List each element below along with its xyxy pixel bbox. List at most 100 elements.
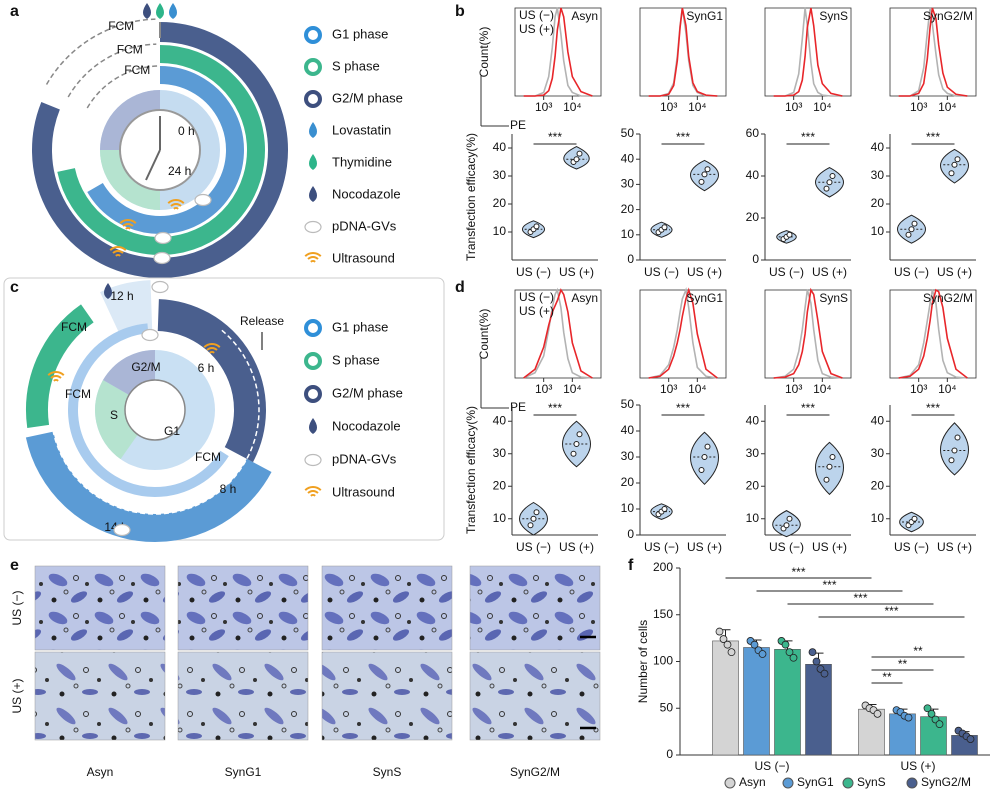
gv-icon xyxy=(151,280,169,294)
legend-label: G2/M phase xyxy=(332,385,403,400)
y-tick-label: 40 xyxy=(871,140,885,154)
legend-label: US (−) xyxy=(519,290,554,304)
bar xyxy=(889,713,916,756)
gv-icon xyxy=(141,328,159,342)
data-point xyxy=(785,648,794,657)
legend-label: Thymidine xyxy=(332,154,392,169)
data-point xyxy=(719,635,728,643)
data-point xyxy=(905,231,912,238)
y-tick-label: 0 xyxy=(752,252,759,266)
y-tick-label: 40 xyxy=(871,413,885,427)
legend-label: US (+) xyxy=(519,22,554,36)
x-tick-label: US (−) xyxy=(516,265,551,279)
ultrasound-icon xyxy=(170,203,182,207)
legend-label: Ultrasound xyxy=(332,484,395,499)
ultrasound-icon xyxy=(304,252,322,257)
chart-title: SynG2/M xyxy=(923,9,973,23)
column-label: SynG1 xyxy=(225,765,262,779)
data-point xyxy=(727,648,736,657)
chart-title: SynG2/M xyxy=(923,291,973,305)
x-tick-label: US (−) xyxy=(894,540,929,554)
fcm-arc xyxy=(86,65,158,109)
data-point xyxy=(533,223,540,230)
plot-frame xyxy=(639,289,727,379)
ultrasound-icon xyxy=(122,223,134,227)
column-label: SynG2/M xyxy=(510,765,560,779)
y-axis-label: Transfection efficacy(%) xyxy=(464,406,478,534)
histogram-line xyxy=(523,7,593,97)
y-tick-label: 20 xyxy=(621,475,635,489)
y-tick-label: 30 xyxy=(621,449,635,463)
histogram-line xyxy=(898,7,968,97)
x-tick-label: 10³ xyxy=(535,382,552,396)
sig-label: *** xyxy=(926,130,940,144)
y-tick-label: 30 xyxy=(493,168,507,182)
x-tick-label: US (−) xyxy=(769,265,804,279)
ultrasound-icon xyxy=(50,375,62,379)
y-tick-label: 0 xyxy=(627,527,634,541)
data-point xyxy=(789,653,798,662)
clock-label: 24 h xyxy=(168,164,191,178)
legend-marker xyxy=(842,777,854,789)
legend-label: Ultrasound xyxy=(332,250,395,265)
x-tick-label: US (−) xyxy=(644,540,679,554)
data-point xyxy=(823,185,830,192)
data-point xyxy=(966,735,975,744)
y-tick-label: 10 xyxy=(871,224,885,238)
legend-label: Nocodazole xyxy=(332,418,401,433)
data-point xyxy=(698,178,705,185)
data-point xyxy=(786,231,793,238)
x-tick-label: US (+) xyxy=(559,540,594,554)
y-tick-label: 10 xyxy=(746,511,760,525)
data-point xyxy=(530,515,537,522)
y-tick-label: 10 xyxy=(871,511,885,525)
x-tick-label: US (+) xyxy=(687,265,722,279)
drop-icon xyxy=(309,186,317,202)
histogram-line xyxy=(898,288,968,379)
fcm-label: FCM xyxy=(108,19,134,33)
ring-icon xyxy=(304,58,322,76)
data-point xyxy=(954,434,961,441)
x-tick-label: 10³ xyxy=(910,382,927,396)
data-point xyxy=(826,179,833,186)
histogram-line xyxy=(523,7,593,97)
histogram-line xyxy=(648,7,718,97)
data-point xyxy=(954,156,961,163)
x-tick-label: 10³ xyxy=(785,382,802,396)
x-tick-label: US (+) xyxy=(812,540,847,554)
x-tick-label: 10³ xyxy=(910,100,927,114)
y-axis-label: Count(%) xyxy=(477,27,491,78)
ultrasound-icon xyxy=(206,347,218,351)
x-tick-label: US (−) xyxy=(516,540,551,554)
histogram-line xyxy=(773,287,843,379)
legend-label: SynG1 xyxy=(797,775,834,789)
chart-title: Asyn xyxy=(571,291,598,305)
x-tick-label: 10³ xyxy=(660,100,677,114)
y-tick-label: 40 xyxy=(493,140,507,154)
data-point xyxy=(904,713,913,722)
data-point xyxy=(911,515,918,522)
histogram-line xyxy=(523,288,593,379)
y-tick-label: 200 xyxy=(653,560,673,574)
ultrasound-icon xyxy=(109,246,127,251)
x-tick-label: 10⁴ xyxy=(813,382,832,396)
data-point xyxy=(935,720,944,729)
sig-label: ** xyxy=(898,657,908,671)
outer-g1 xyxy=(25,431,272,542)
legend-label: SynG2/M xyxy=(921,775,971,789)
drop-icon xyxy=(169,3,177,19)
x-tick-label: US (+) xyxy=(687,540,722,554)
x-tick-label: US (−) xyxy=(754,759,789,773)
ultrasound-icon xyxy=(209,351,215,354)
data-point xyxy=(527,522,534,529)
sig-label: *** xyxy=(676,401,690,415)
data-point xyxy=(829,173,836,179)
panel-label: c xyxy=(10,279,19,296)
sig-label: *** xyxy=(676,130,690,144)
ultrasound-icon xyxy=(307,490,319,494)
ultrasound-icon xyxy=(115,254,121,257)
micrograph xyxy=(34,651,166,741)
data-point xyxy=(576,150,583,157)
diagram-label: 12 h xyxy=(110,289,133,303)
x-axis-label: PE xyxy=(510,400,526,414)
